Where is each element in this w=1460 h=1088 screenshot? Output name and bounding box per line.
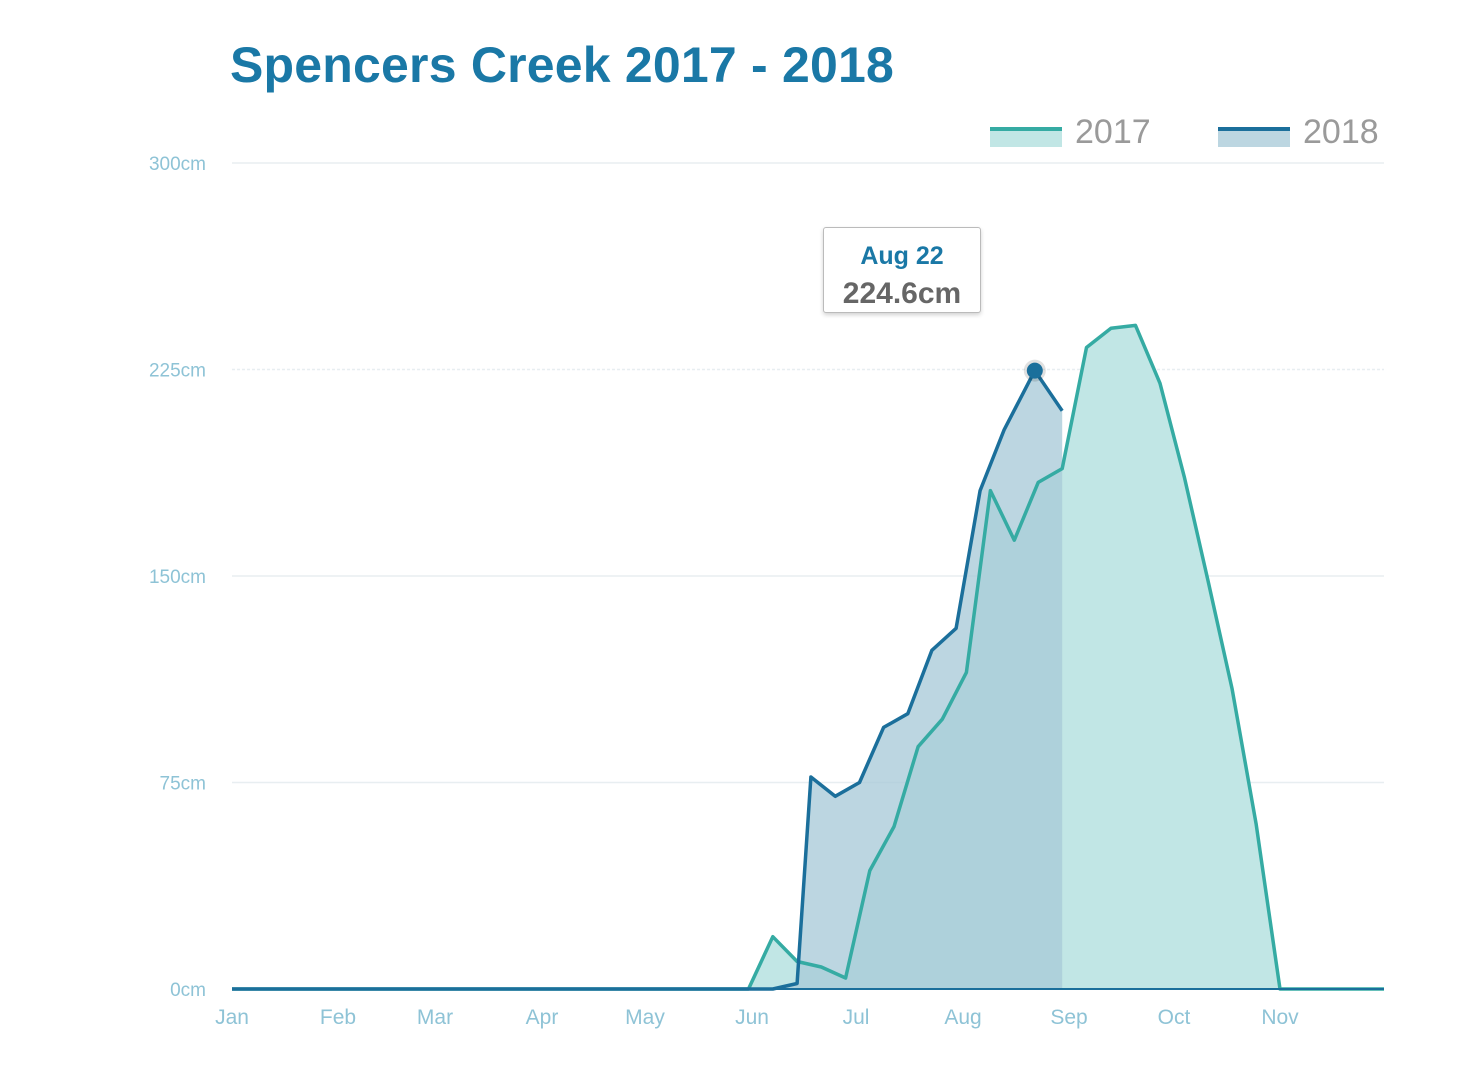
series-layer — [232, 323, 1384, 991]
x-tick-label: Jan — [215, 1006, 249, 1029]
legend-swatch-2018 — [1218, 129, 1290, 147]
highlight-point[interactable] — [1026, 362, 1043, 379]
y-tick-label: 75cm — [160, 774, 206, 795]
legend-label-2018: 2018 — [1303, 113, 1379, 151]
line-2017 — [232, 323, 1384, 991]
y-tick-label: 150cm — [149, 567, 206, 588]
x-tick-label: Mar — [417, 1006, 453, 1029]
area-2018 — [232, 370, 1063, 990]
tooltip-date: Aug 22 — [860, 242, 944, 270]
tooltip-value: 224.6cm — [842, 277, 962, 310]
x-tick-label: Apr — [526, 1006, 559, 1029]
axis-layer: 300cm 225cm 150cm 75cm 0cm Jan Feb Mar Apr May Jun… — [149, 154, 1384, 1029]
legend-item-2017[interactable]: 2017 — [990, 113, 1151, 151]
x-tick-label: Jul — [843, 1006, 870, 1029]
x-tick-label: Nov — [1261, 1006, 1299, 1029]
legend[interactable]: 2017 2018 — [990, 113, 1379, 151]
x-tick-label: Sep — [1050, 1006, 1087, 1029]
y-tick-label: 225cm — [149, 361, 206, 382]
y-tick-label: 300cm — [149, 154, 206, 175]
chart-title: Spencers Creek 2017 - 2018 — [230, 37, 894, 93]
x-tick-label: Aug — [944, 1006, 981, 1029]
legend-swatch-2017 — [990, 129, 1062, 147]
x-tick-label: Oct — [1158, 1006, 1191, 1029]
x-tick-label: May — [625, 1006, 665, 1029]
legend-label-2017: 2017 — [1075, 113, 1151, 151]
legend-item-2018[interactable]: 2018 — [1218, 113, 1379, 151]
area-2017 — [232, 325, 1384, 989]
x-tick-label: Jun — [735, 1006, 769, 1029]
x-tick-label: Feb — [320, 1006, 356, 1029]
highlight-marker[interactable] — [1023, 359, 1046, 382]
tooltip: Aug 22 224.6cm — [823, 227, 981, 313]
y-tick-label: 0cm — [170, 980, 206, 1001]
